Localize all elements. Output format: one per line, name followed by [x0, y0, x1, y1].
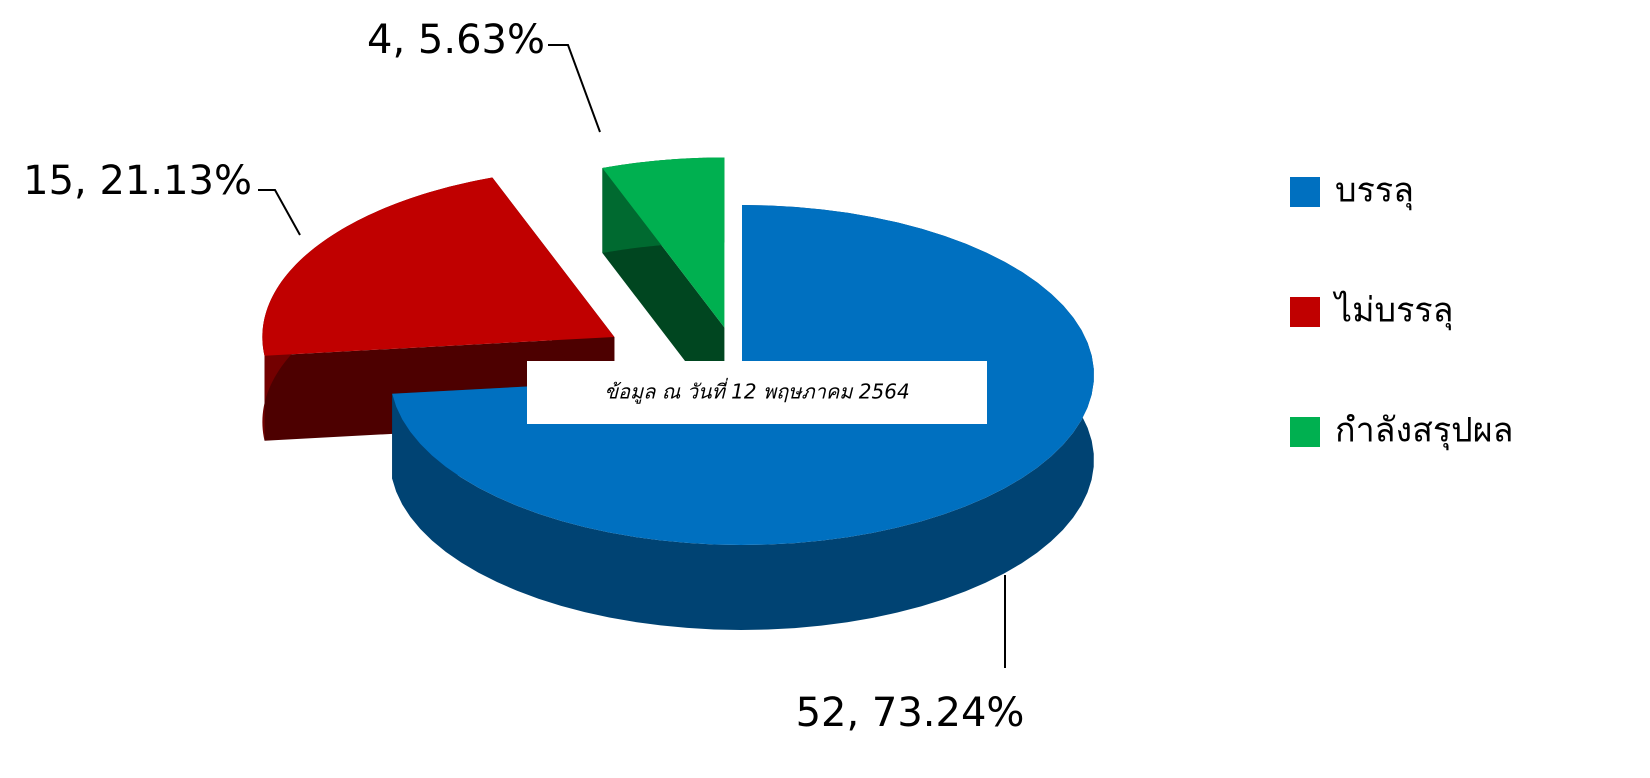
data-label: 4, 5.63% [367, 17, 545, 63]
annotation: ข้อมูล ณ วันที่ 12 พฤษภาคม 2564 [604, 378, 909, 405]
legend-label: บรรลุ [1335, 171, 1414, 211]
slice-top [602, 157, 725, 328]
leader-line [548, 44, 601, 133]
leader-line [258, 189, 301, 236]
slice [602, 157, 725, 413]
legend-label: ไม่บรรลุ [1332, 291, 1453, 331]
legend-swatch [1290, 417, 1320, 447]
data-label: 15, 21.13% [23, 158, 252, 204]
annotation-box [527, 361, 987, 424]
legend-label: กำลังสรุปผล [1335, 411, 1513, 451]
data-label: 52, 73.24% [796, 690, 1025, 736]
legend-swatch [1290, 297, 1320, 327]
slice-top [262, 177, 615, 356]
legend-swatch [1290, 177, 1320, 207]
